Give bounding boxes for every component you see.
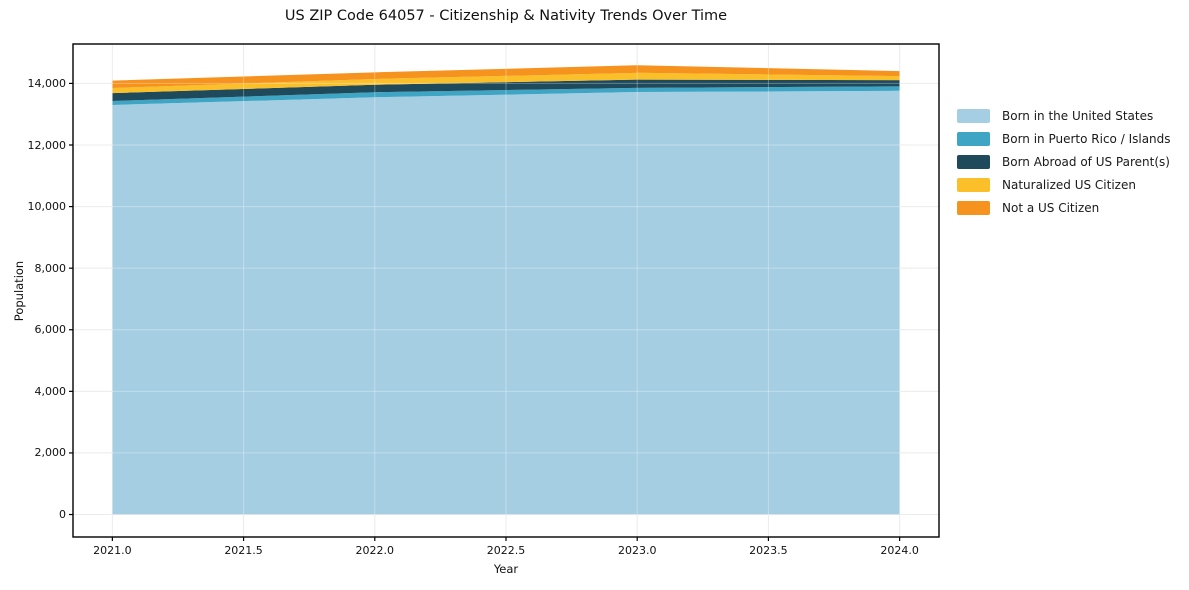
legend-swatch	[957, 132, 990, 146]
legend-item: Born in Puerto Rico / Islands	[957, 132, 1171, 146]
y-tick-label: 2,000	[34, 446, 67, 460]
chart-title: US ZIP Code 64057 - Citizenship & Nativi…	[284, 8, 728, 24]
y-tick-label: 6,000	[34, 323, 67, 337]
legend-label: Born in the United States	[1002, 109, 1154, 123]
y-tick-label: 12,000	[27, 138, 67, 152]
legend-label: Naturalized US Citizen	[1002, 178, 1136, 192]
x-tick-label: 2021.5	[224, 544, 263, 557]
legend-swatch	[957, 109, 990, 123]
y-tick-label: 4,000	[34, 384, 67, 398]
x-tick-label: 2022.0	[355, 544, 395, 557]
y-tick-label: 0	[59, 508, 66, 522]
x-axis-label: Year	[493, 562, 519, 576]
legend-label: Born in Puerto Rico / Islands	[1002, 132, 1171, 146]
area-series-4	[112, 65, 900, 89]
area-series-1	[112, 86, 900, 105]
y-tick-label: 10,000	[27, 200, 67, 214]
x-tick-label: 2022.5	[486, 544, 526, 557]
legend-label: Born Abroad of US Parent(s)	[1002, 155, 1170, 169]
y-axis-label: Population	[12, 260, 26, 322]
y-tick-label: 14,000	[27, 76, 67, 90]
x-tick-label: 2023.5	[749, 544, 788, 557]
legend-swatch	[957, 155, 990, 169]
legend: Born in the United States Born in Puerto …	[957, 109, 1171, 215]
x-tick-label: 2021.0	[93, 544, 132, 557]
area-series-0	[112, 90, 900, 515]
x-tick-label: 2024.0	[880, 544, 919, 557]
legend-label: Not a US Citizen	[1002, 201, 1100, 215]
legend-swatch	[957, 178, 990, 192]
legend-item: Not a US Citizen	[957, 201, 1171, 215]
x-tick-label: 2023.0	[617, 544, 657, 557]
legend-swatch	[957, 201, 990, 215]
area-series-3	[112, 72, 900, 94]
y-tick-label: 8,000	[34, 261, 67, 275]
legend-item: Born in the United States	[957, 109, 1171, 123]
legend-item: Born Abroad of US Parent(s)	[957, 155, 1171, 169]
legend-item: Naturalized US Citizen	[957, 178, 1171, 192]
area-series-2	[112, 79, 900, 101]
